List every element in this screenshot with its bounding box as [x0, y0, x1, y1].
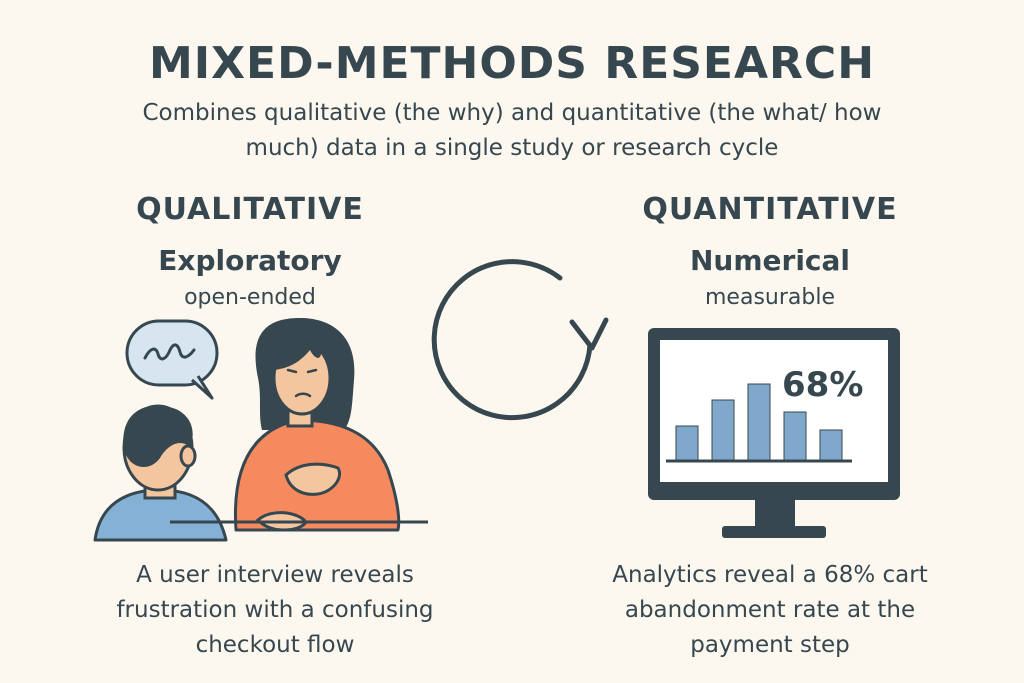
page-subtitle: Combines qualitative (the why) and quant… [142, 100, 882, 161]
bar [711, 399, 735, 461]
quantitative-label: Numerical [689, 244, 851, 277]
qualitative-heading: QUALITATIVE [136, 192, 364, 227]
page-title: MIXED-METHODS RESEARCH [148, 38, 876, 89]
bar [819, 429, 843, 461]
speech-bubble-icon [125, 319, 219, 400]
stat-68-percent: 68% [782, 365, 863, 405]
bar [783, 411, 807, 461]
qualitative-label: Exploratory [158, 244, 342, 277]
monitor-icon: 68% [648, 328, 900, 538]
cycle-arrow-icon [431, 259, 609, 421]
qualitative-sublabel: open-ended [184, 285, 316, 310]
qualitative-caption: A user interview reveals frustration wit… [116, 562, 434, 658]
interviewer-figure [93, 404, 228, 542]
quantitative-sublabel: measurable [705, 285, 835, 310]
bar [675, 425, 699, 461]
user-figure [170, 318, 428, 532]
bar [747, 383, 771, 461]
quantitative-caption: Analytics reveal a 68% cart abandonment … [612, 562, 928, 658]
bar-chart [666, 383, 852, 463]
quantitative-heading: QUANTITATIVE [642, 192, 898, 227]
